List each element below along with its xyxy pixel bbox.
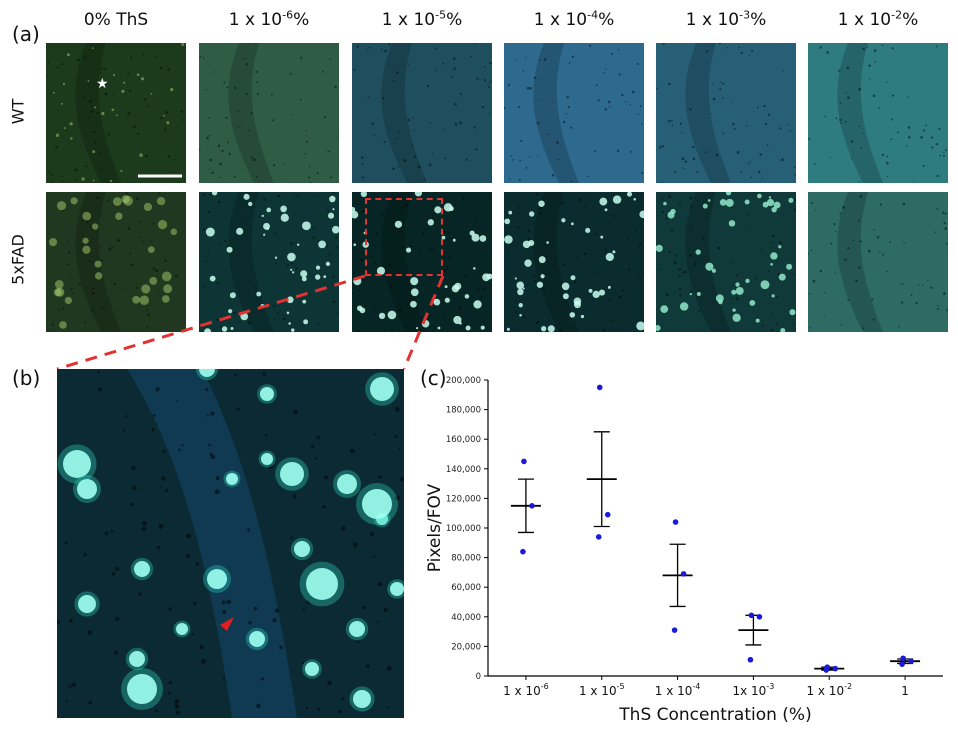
y-tick-label: 100,000: [446, 524, 481, 534]
micrograph-tile: ★: [46, 43, 186, 183]
column-heading: 1 x 10-4%: [533, 8, 615, 30]
y-tick-label: 0: [476, 672, 481, 682]
data-point: [604, 511, 611, 518]
micrograph-tile: [504, 192, 644, 332]
data-point: [756, 614, 763, 620]
micrograph-tile: [199, 43, 339, 183]
column-heading: 1 x 10-3%: [685, 8, 767, 30]
data-point: [823, 667, 830, 673]
data-point: [908, 658, 914, 664]
y-tick-label: 120,000: [446, 494, 481, 504]
y-tick-label: 200,000: [446, 376, 481, 386]
micrograph-tile: [808, 43, 948, 183]
micrograph-tile: [656, 43, 796, 183]
column-heading: 1 x 10-6%: [228, 8, 310, 30]
x-tick-label: 1x 10-3: [733, 682, 775, 698]
y-tick-label: 40,000: [451, 613, 481, 623]
micrograph-tile: [352, 43, 492, 183]
micrograph-tile: [808, 192, 948, 332]
data-point: [596, 384, 603, 391]
data-point: [747, 656, 754, 663]
panel-label-b: (b): [12, 366, 41, 390]
micrograph-tile: [656, 192, 796, 332]
column-heading: 1 x 10-2%: [837, 8, 919, 30]
data-point: [899, 661, 905, 667]
x-tick-label: 1: [901, 684, 909, 698]
data-point: [529, 503, 535, 509]
scatter-chart: 0 20,000 40,000 60,000 80,000 100,000 120,000 1…: [425, 376, 943, 722]
zoom-highlight-box: [365, 198, 443, 276]
y-axis-title: Pixels/FOV: [425, 483, 445, 572]
x-tick-label: 1 x 10-4: [655, 682, 701, 698]
data-point: [900, 655, 906, 662]
x-tick-label: 1 x 10-6: [503, 682, 549, 698]
micrograph-tile: [352, 192, 492, 332]
red-arrowhead-marker: [220, 617, 234, 631]
panel-label-a: (a): [12, 22, 40, 46]
y-tick-label: 140,000: [446, 465, 481, 475]
data-point: [832, 665, 839, 672]
column-heading: 1 x 10-5%: [381, 8, 463, 30]
data-point: [521, 458, 527, 465]
data-point: [671, 627, 678, 633]
data-point: [595, 534, 602, 540]
x-axis-title: ThS Concentration (%): [618, 705, 811, 722]
micrograph-tile: [46, 192, 186, 332]
y-tick-label: 180,000: [446, 406, 481, 416]
panel-label-c: (c): [420, 366, 447, 390]
y-tick-label: 20,000: [451, 642, 481, 652]
magnified-inset-image: [57, 369, 404, 718]
svg-text:★: ★: [96, 76, 109, 92]
data-point: [520, 548, 526, 555]
micrograph-tile: [504, 43, 644, 183]
y-tick-label: 160,000: [446, 435, 481, 445]
data-point: [680, 571, 687, 577]
data-point: [748, 612, 755, 619]
column-heading: 0% ThS: [83, 10, 149, 30]
y-tick-label: 60,000: [451, 583, 481, 593]
y-tick-label: 80,000: [451, 554, 481, 564]
x-tick-label: 1 x 10-2: [806, 682, 852, 698]
micrograph-tile: [199, 192, 339, 332]
x-tick-label: 1 x 10-5: [579, 682, 625, 698]
data-point: [672, 519, 679, 525]
